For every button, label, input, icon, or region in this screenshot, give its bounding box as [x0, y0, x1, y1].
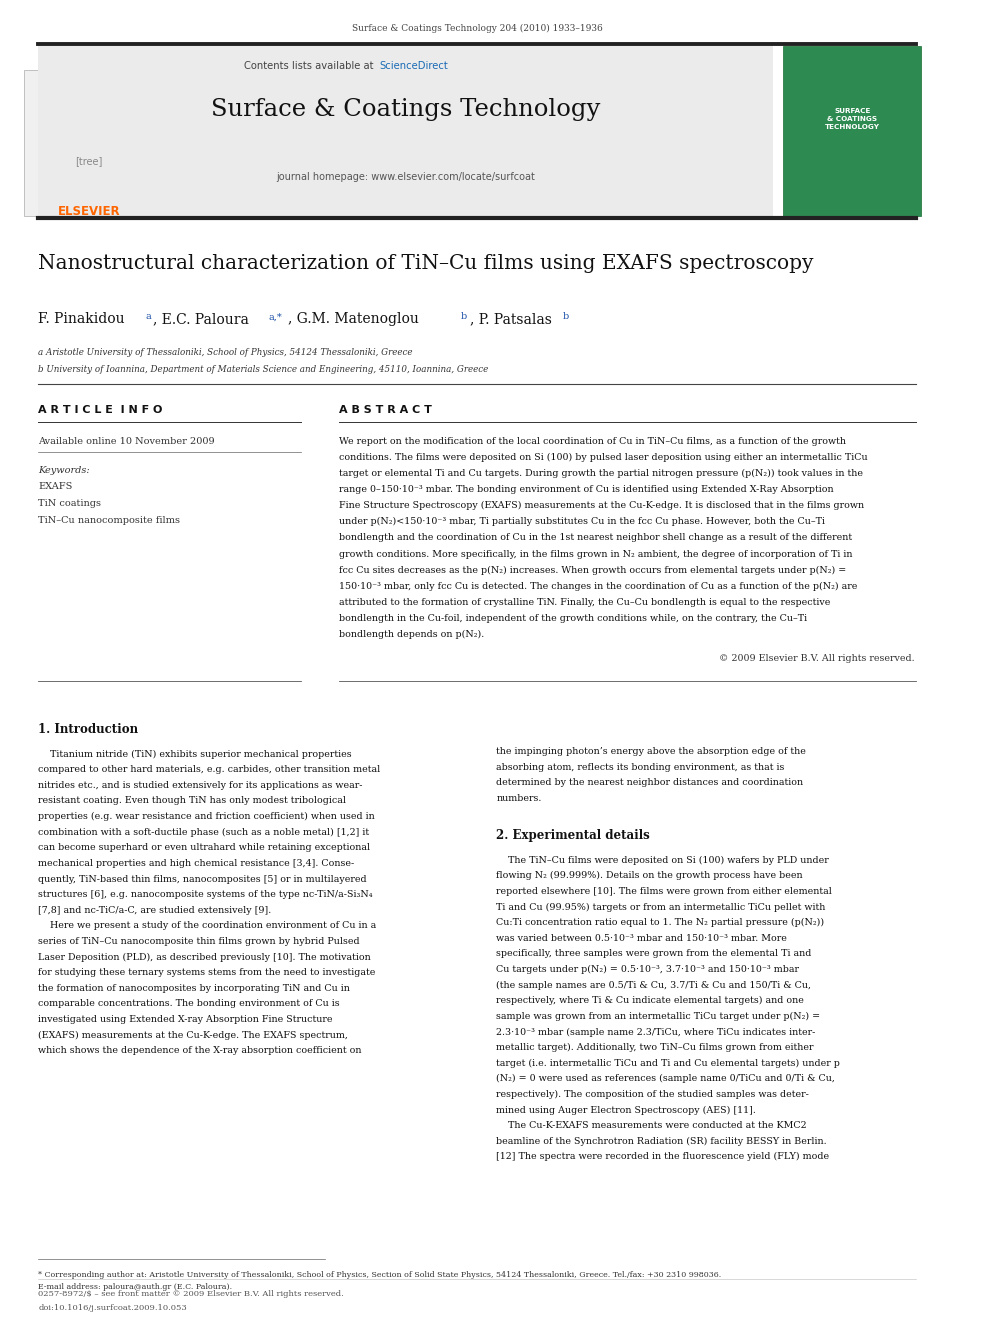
Text: 2. Experimental details: 2. Experimental details — [496, 830, 650, 843]
Text: 1. Introduction: 1. Introduction — [38, 724, 138, 736]
Text: Contents lists available at: Contents lists available at — [244, 61, 377, 71]
Text: properties (e.g. wear resistance and friction coefficient) when used in: properties (e.g. wear resistance and fri… — [38, 812, 375, 822]
Text: the formation of nanocomposites by incorporating TiN and Cu in: the formation of nanocomposites by incor… — [38, 984, 350, 992]
Text: Surface & Coatings Technology: Surface & Coatings Technology — [211, 98, 600, 120]
Text: Here we present a study of the coordination environment of Cu in a: Here we present a study of the coordinat… — [38, 921, 376, 930]
Text: target or elemental Ti and Cu targets. During growth the partial nitrogen pressu: target or elemental Ti and Cu targets. D… — [339, 468, 863, 478]
Text: determined by the nearest neighbor distances and coordination: determined by the nearest neighbor dista… — [496, 778, 804, 787]
Text: (EXAFS) measurements at the Cu-K-edge. The EXAFS spectrum,: (EXAFS) measurements at the Cu-K-edge. T… — [38, 1031, 348, 1040]
Text: doi:10.1016/j.surfcoat.2009.10.053: doi:10.1016/j.surfcoat.2009.10.053 — [38, 1304, 186, 1312]
Text: We report on the modification of the local coordination of Cu in TiN–Cu films, a: We report on the modification of the loc… — [339, 437, 846, 446]
Text: was varied between 0.5·10⁻³ mbar and 150·10⁻³ mbar. More: was varied between 0.5·10⁻³ mbar and 150… — [496, 934, 788, 943]
Text: bondlength and the coordination of Cu in the 1st nearest neighbor shell change a: bondlength and the coordination of Cu in… — [339, 533, 852, 542]
Text: [tree]: [tree] — [75, 156, 102, 167]
Text: which shows the dependence of the X-ray absorption coefficient on: which shows the dependence of the X-ray … — [38, 1046, 362, 1056]
Text: growth conditions. More specifically, in the films grown in N₂ ambient, the degr: growth conditions. More specifically, in… — [339, 549, 852, 558]
Text: , P. Patsalas: , P. Patsalas — [469, 312, 556, 327]
Text: sample was grown from an intermetallic TiCu target under p(N₂) =: sample was grown from an intermetallic T… — [496, 1012, 820, 1021]
Text: , G.M. Matenoglou: , G.M. Matenoglou — [289, 312, 424, 327]
Text: b University of Ioannina, Department of Materials Science and Engineering, 45110: b University of Ioannina, Department of … — [38, 365, 488, 374]
Text: Available online 10 November 2009: Available online 10 November 2009 — [38, 437, 215, 446]
Text: can become superhard or even ultrahard while retaining exceptional: can become superhard or even ultrahard w… — [38, 843, 370, 852]
Text: mined using Auger Electron Spectroscopy (AES) [11].: mined using Auger Electron Spectroscopy … — [496, 1106, 756, 1114]
Text: flowing N₂ (99.999%). Details on the growth process have been: flowing N₂ (99.999%). Details on the gro… — [496, 872, 803, 880]
Bar — [783, 46, 922, 216]
Text: journal homepage: www.elsevier.com/locate/surfcoat: journal homepage: www.elsevier.com/locat… — [276, 172, 535, 183]
Text: TiN–Cu nanocomposite films: TiN–Cu nanocomposite films — [38, 516, 181, 525]
Text: [12] The spectra were recorded in the fluorescence yield (FLY) mode: [12] The spectra were recorded in the fl… — [496, 1152, 829, 1162]
Text: * Corresponding author at: Aristotle University of Thessaloniki, School of Physi: * Corresponding author at: Aristotle Uni… — [38, 1271, 721, 1279]
Text: Laser Deposition (PLD), as described previously [10]. The motivation: Laser Deposition (PLD), as described pre… — [38, 953, 371, 962]
Text: investigated using Extended X-ray Absorption Fine Structure: investigated using Extended X-ray Absorp… — [38, 1015, 332, 1024]
Text: reported elsewhere [10]. The films were grown from either elemental: reported elsewhere [10]. The films were … — [496, 886, 832, 896]
Text: attributed to the formation of crystalline TiN. Finally, the Cu–Cu bondlength is: attributed to the formation of crystalli… — [339, 598, 830, 607]
Text: (the sample names are 0.5/Ti & Cu, 3.7/Ti & Cu and 150/Ti & Cu,: (the sample names are 0.5/Ti & Cu, 3.7/T… — [496, 980, 811, 990]
Text: conditions. The films were deposited on Si (100) by pulsed laser deposition usin: conditions. The films were deposited on … — [339, 452, 867, 462]
Bar — [24, 70, 153, 216]
Text: Nanostructural characterization of TiN–Cu films using EXAFS spectroscopy: Nanostructural characterization of TiN–C… — [38, 254, 813, 273]
Text: for studying these ternary systems stems from the need to investigate: for studying these ternary systems stems… — [38, 968, 376, 978]
Text: ELSEVIER: ELSEVIER — [58, 205, 120, 218]
Text: mechanical properties and high chemical resistance [3,4]. Conse-: mechanical properties and high chemical … — [38, 859, 354, 868]
Text: Ti and Cu (99.95%) targets or from an intermetallic TiCu pellet with: Ti and Cu (99.95%) targets or from an in… — [496, 902, 825, 912]
Text: a: a — [145, 312, 151, 321]
Text: Cu:Ti concentration ratio equal to 1. The N₂ partial pressure (p(N₂)): Cu:Ti concentration ratio equal to 1. Th… — [496, 918, 824, 927]
Text: Cu targets under p(N₂) = 0.5·10⁻³, 3.7·10⁻³ and 150·10⁻³ mbar: Cu targets under p(N₂) = 0.5·10⁻³, 3.7·1… — [496, 964, 800, 974]
Text: comparable concentrations. The bonding environment of Cu is: comparable concentrations. The bonding e… — [38, 999, 340, 1008]
Text: combination with a soft-ductile phase (such as a noble metal) [1,2] it: combination with a soft-ductile phase (s… — [38, 828, 369, 836]
Text: F. Pinakidou: F. Pinakidou — [38, 312, 129, 327]
Text: bondlength in the Cu-foil, independent of the growth conditions while, on the co: bondlength in the Cu-foil, independent o… — [339, 614, 806, 623]
Bar — [38, 46, 773, 216]
Text: ScienceDirect: ScienceDirect — [379, 61, 447, 71]
Text: bondlength depends on p(N₂).: bondlength depends on p(N₂). — [339, 630, 484, 639]
Text: fcc Cu sites decreases as the p(N₂) increases. When growth occurs from elemental: fcc Cu sites decreases as the p(N₂) incr… — [339, 566, 846, 574]
Text: metallic target). Additionally, two TiN–Cu films grown from either: metallic target). Additionally, two TiN–… — [496, 1043, 813, 1052]
Text: Fine Structure Spectroscopy (EXAFS) measurements at the Cu-K-edge. It is disclos: Fine Structure Spectroscopy (EXAFS) meas… — [339, 501, 864, 511]
Text: absorbing atom, reflects its bonding environment, as that is: absorbing atom, reflects its bonding env… — [496, 762, 785, 771]
Text: (N₂) = 0 were used as references (sample name 0/TiCu and 0/Ti & Cu,: (N₂) = 0 were used as references (sample… — [496, 1074, 835, 1084]
Text: a Aristotle University of Thessaloniki, School of Physics, 54124 Thessaloniki, G: a Aristotle University of Thessaloniki, … — [38, 348, 413, 357]
Text: , E.C. Paloura: , E.C. Paloura — [153, 312, 253, 327]
Text: 2.3·10⁻³ mbar (sample name 2.3/TiCu, where TiCu indicates inter-: 2.3·10⁻³ mbar (sample name 2.3/TiCu, whe… — [496, 1028, 815, 1036]
Text: A B S T R A C T: A B S T R A C T — [339, 405, 432, 415]
Text: a,*: a,* — [268, 312, 282, 321]
Text: compared to other hard materials, e.g. carbides, other transition metal: compared to other hard materials, e.g. c… — [38, 765, 380, 774]
Text: EXAFS: EXAFS — [38, 482, 72, 491]
Text: target (i.e. intermetallic TiCu and Ti and Cu elemental targets) under p: target (i.e. intermetallic TiCu and Ti a… — [496, 1058, 840, 1068]
Text: structures [6], e.g. nanocomposite systems of the type nc-TiN/a-Si₃N₄: structures [6], e.g. nanocomposite syste… — [38, 890, 373, 900]
Text: respectively). The composition of the studied samples was deter-: respectively). The composition of the st… — [496, 1090, 809, 1099]
Text: The TiN–Cu films were deposited on Si (100) wafers by PLD under: The TiN–Cu films were deposited on Si (1… — [496, 856, 829, 865]
Text: quently, TiN-based thin films, nanocomposites [5] or in multilayered: quently, TiN-based thin films, nanocompo… — [38, 875, 367, 884]
Text: series of TiN–Cu nanocomposite thin films grown by hybrid Pulsed: series of TiN–Cu nanocomposite thin film… — [38, 937, 360, 946]
Text: A R T I C L E  I N F O: A R T I C L E I N F O — [38, 405, 163, 415]
Text: range 0–150·10⁻³ mbar. The bonding environment of Cu is identified using Extende: range 0–150·10⁻³ mbar. The bonding envir… — [339, 486, 833, 493]
Text: [7,8] and nc-TiC/a-C, are studied extensively [9].: [7,8] and nc-TiC/a-C, are studied extens… — [38, 906, 272, 914]
Text: TiN coatings: TiN coatings — [38, 499, 101, 508]
Text: specifically, three samples were grown from the elemental Ti and: specifically, three samples were grown f… — [496, 950, 811, 958]
Text: E-mail address: paloura@auth.gr (E.C. Paloura).: E-mail address: paloura@auth.gr (E.C. Pa… — [38, 1283, 232, 1291]
Text: under p(N₂)<150·10⁻³ mbar, Ti partially substitutes Cu in the fcc Cu phase. Howe: under p(N₂)<150·10⁻³ mbar, Ti partially … — [339, 517, 825, 527]
Text: SURFACE
& COATINGS
TECHNOLOGY: SURFACE & COATINGS TECHNOLOGY — [825, 108, 880, 131]
Text: numbers.: numbers. — [496, 794, 542, 803]
Text: respectively, where Ti & Cu indicate elemental targets) and one: respectively, where Ti & Cu indicate ele… — [496, 996, 805, 1005]
Text: 0257-8972/$ – see front matter © 2009 Elsevier B.V. All rights reserved.: 0257-8972/$ – see front matter © 2009 El… — [38, 1290, 344, 1298]
Text: beamline of the Synchrotron Radiation (SR) facility BESSY in Berlin.: beamline of the Synchrotron Radiation (S… — [496, 1136, 827, 1146]
Text: Surface & Coatings Technology 204 (2010) 1933–1936: Surface & Coatings Technology 204 (2010)… — [352, 24, 603, 33]
Text: Keywords:: Keywords: — [38, 466, 90, 475]
Text: b: b — [461, 312, 467, 321]
Text: b: b — [562, 312, 568, 321]
Text: resistant coating. Even though TiN has only modest tribological: resistant coating. Even though TiN has o… — [38, 796, 346, 806]
Text: the impinging photon’s energy above the absorption edge of the: the impinging photon’s energy above the … — [496, 747, 806, 755]
Text: The Cu-K-EXAFS measurements were conducted at the KMC2: The Cu-K-EXAFS measurements were conduct… — [496, 1121, 806, 1130]
Text: Titanium nitride (TiN) exhibits superior mechanical properties: Titanium nitride (TiN) exhibits superior… — [38, 750, 352, 758]
Text: 150·10⁻³ mbar, only fcc Cu is detected. The changes in the coordination of Cu as: 150·10⁻³ mbar, only fcc Cu is detected. … — [339, 582, 857, 591]
Text: nitrides etc., and is studied extensively for its applications as wear-: nitrides etc., and is studied extensivel… — [38, 781, 363, 790]
Text: © 2009 Elsevier B.V. All rights reserved.: © 2009 Elsevier B.V. All rights reserved… — [719, 655, 915, 663]
